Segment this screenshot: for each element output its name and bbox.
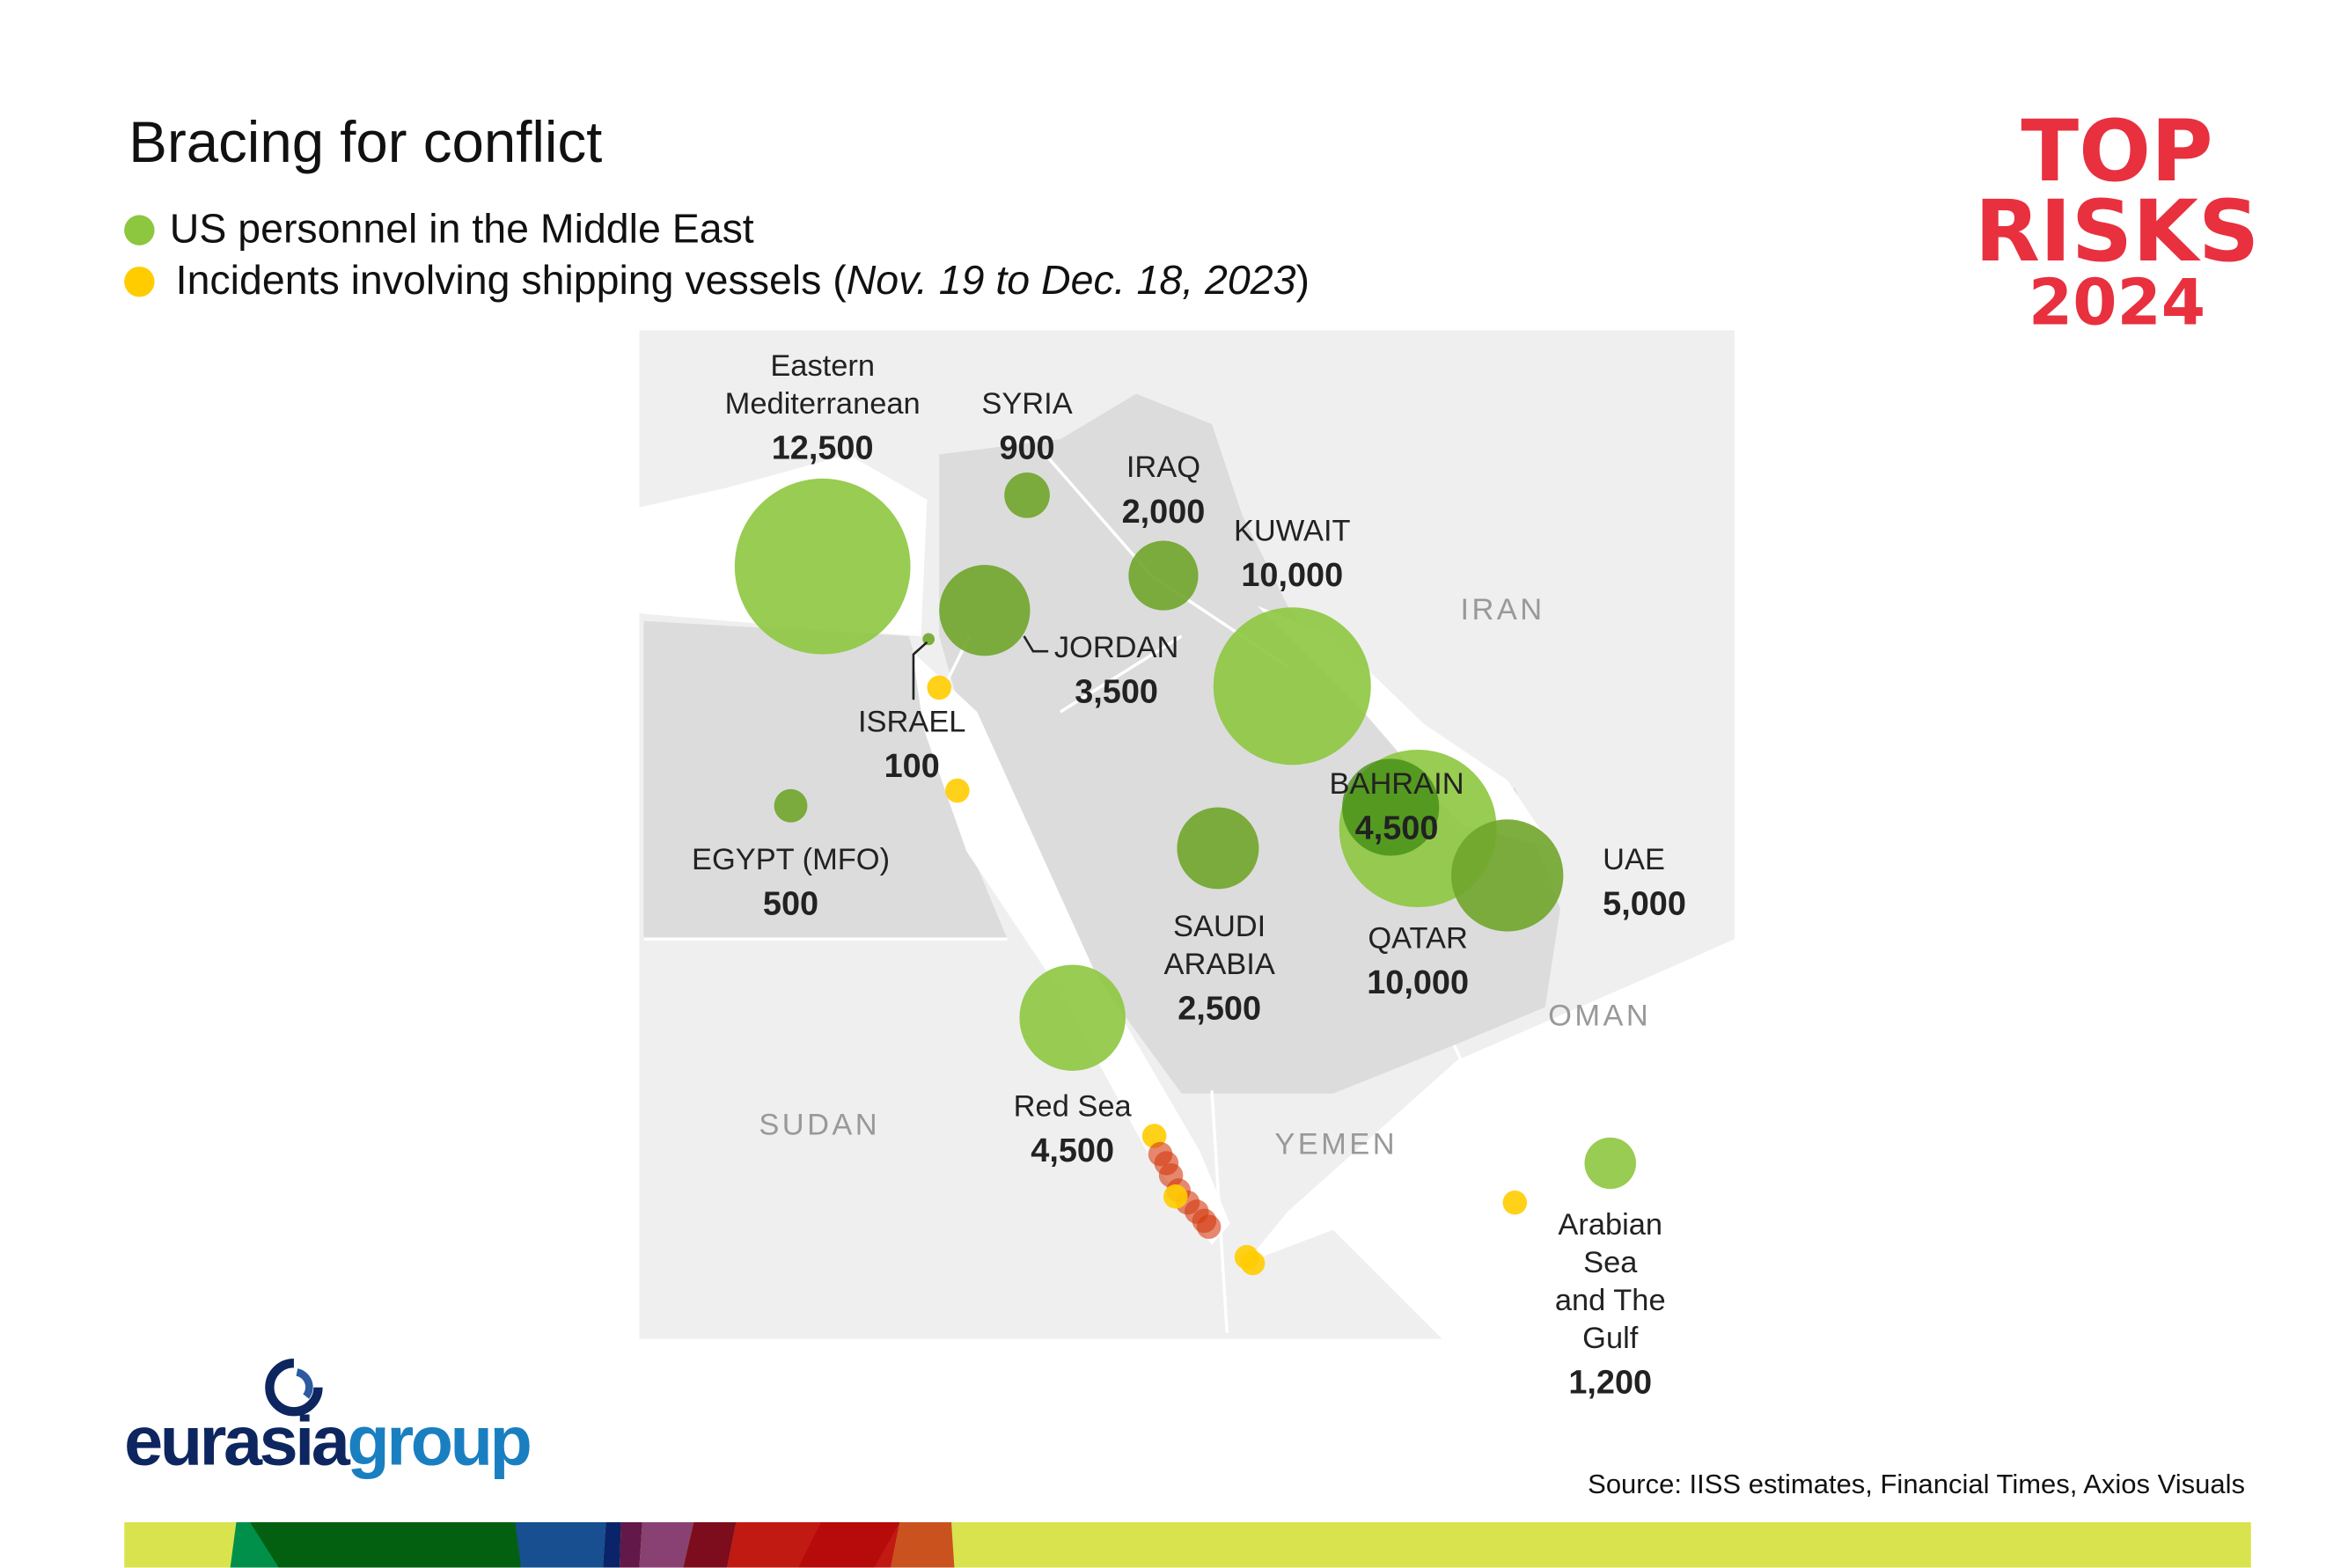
location-label: BAHRAIN 4,500 [1329,766,1464,847]
personnel-circle-uae [1451,819,1564,932]
country-label: IRAN [1460,593,1545,627]
personnel-circle-egypt-mfo- [774,788,808,823]
location-name: Red Sea [1013,1090,1132,1125]
location-name: SYRIA [981,387,1073,421]
country-label: YEMEN [1274,1128,1398,1162]
location-label: ISRAEL 100 [857,704,966,785]
personnel-circle-bahrain [1342,758,1440,856]
incident-dot [1240,1250,1266,1276]
green-dot-icon [124,214,155,245]
egypt-shape [643,620,1008,940]
country-label: SUDAN [759,1108,881,1142]
location-label: KUWAIT 10,000 [1234,514,1351,594]
location-name: KUWAIT [1233,515,1351,549]
location-label: SAUDI ARABIA 2,500 [1163,909,1275,1028]
source-note: Source: IISS estimates, Financial Times,… [1588,1469,2245,1500]
personnel-circle-red-sea [1019,964,1126,1071]
personnel-count: 2,000 [1121,492,1206,531]
yellow-dot-icon [124,266,155,297]
legend-date-range: Nov. 19 to Dec. 18, 2023 [846,257,1296,304]
incident-dots [927,675,1528,1276]
location-name: BAHRAIN [1329,767,1464,802]
personnel-circle-iraq [1128,540,1199,611]
incident-dot [1502,1190,1528,1215]
legend-item-personnel: US personnel in the Middle East [124,206,754,253]
incident-dot [945,778,970,803]
arabian-sea-shape [1244,939,1735,1339]
location-name: QATAR [1368,922,1468,956]
brand-line: TOP [2021,103,2213,201]
personnel-count: 100 [884,746,940,785]
location-name: Eastern Mediterranean [724,349,921,421]
location-name: EGYPT (MFO) [691,843,891,877]
top-risks-logo: TOP RISKS 2024 [1970,103,2265,341]
logo-text-eurasia: eurasia [124,1401,350,1480]
brand-line: RISKS [1974,183,2260,282]
location-name: JORDAN [1053,631,1179,665]
location-label: Eastern Mediterranean 12,500 [724,348,921,467]
location-name: Arabian Sea and The Gulf [1554,1208,1666,1356]
personnel-circle-arabian-sea-and-the-gulf [1584,1137,1637,1190]
legend-label: Incidents involving shipping vessels ( [175,257,847,304]
country-label: OMAN [1548,1000,1652,1033]
logo-swirl-icon [265,1359,323,1417]
personnel-count: 10,000 [1241,555,1344,594]
location-label: Arabian Sea and The Gulf 1,200 [1548,1207,1672,1402]
location-label: JORDAN 3,500 [1053,630,1179,711]
personnel-count: 3,500 [1075,672,1158,711]
location-name: SAUDI ARABIA [1163,910,1275,982]
personnel-count: 1,200 [1568,1363,1653,1402]
personnel-circle-syria [1004,473,1050,518]
brand-line: 2024 [2028,265,2206,341]
personnel-circles [734,473,1637,1190]
location-label: Red Sea 4,500 [1014,1089,1132,1169]
incident-dot [927,675,951,700]
location-label: UAE 5,000 [1603,842,1686,923]
legend-label: US personnel in the Middle East [169,206,754,252]
map-svg [639,330,1735,1339]
israel-leader-line [912,641,928,700]
personnel-count: 900 [999,429,1055,467]
jordan-leader-line [1023,635,1049,653]
personnel-count: 4,500 [1354,809,1439,847]
logo-text-group: group [347,1401,532,1480]
incident-dot [1163,1184,1188,1209]
red-sea-shape [912,651,1230,1245]
personnel-count: 5,000 [1603,884,1686,923]
personnel-circle-eastern-mediterranean [734,478,911,655]
location-label: EGYPT (MFO) 500 [691,842,891,923]
personnel-count: 4,500 [1031,1131,1115,1169]
decorative-color-bar [124,1521,2251,1568]
legend-item-incidents: Incidents involving shipping vessels (No… [124,258,1310,304]
incident-dot [1196,1214,1222,1240]
personnel-circle-jordan [939,565,1031,656]
personnel-count: 12,500 [771,429,874,467]
location-name: UAE [1603,843,1665,877]
location-label: IRAQ 2,000 [1121,450,1206,531]
personnel-count: 10,000 [1367,963,1470,1001]
personnel-count: 2,500 [1178,989,1262,1028]
location-label: QATAR 10,000 [1367,921,1469,1001]
location-label: SYRIA 900 [981,386,1073,467]
map: Eastern Mediterranean 12,500 SYRIA 900 IRAQ 2… [639,330,1735,1401]
page-title: Bracing for conflict [128,112,603,176]
location-name: IRAQ [1126,451,1201,485]
location-name: ISRAEL [857,706,966,739]
legend-paren: ) [1295,257,1310,304]
personnel-count: 500 [762,884,819,923]
personnel-circle-saudi-arabia [1177,807,1259,890]
personnel-circle-kuwait [1213,607,1371,766]
